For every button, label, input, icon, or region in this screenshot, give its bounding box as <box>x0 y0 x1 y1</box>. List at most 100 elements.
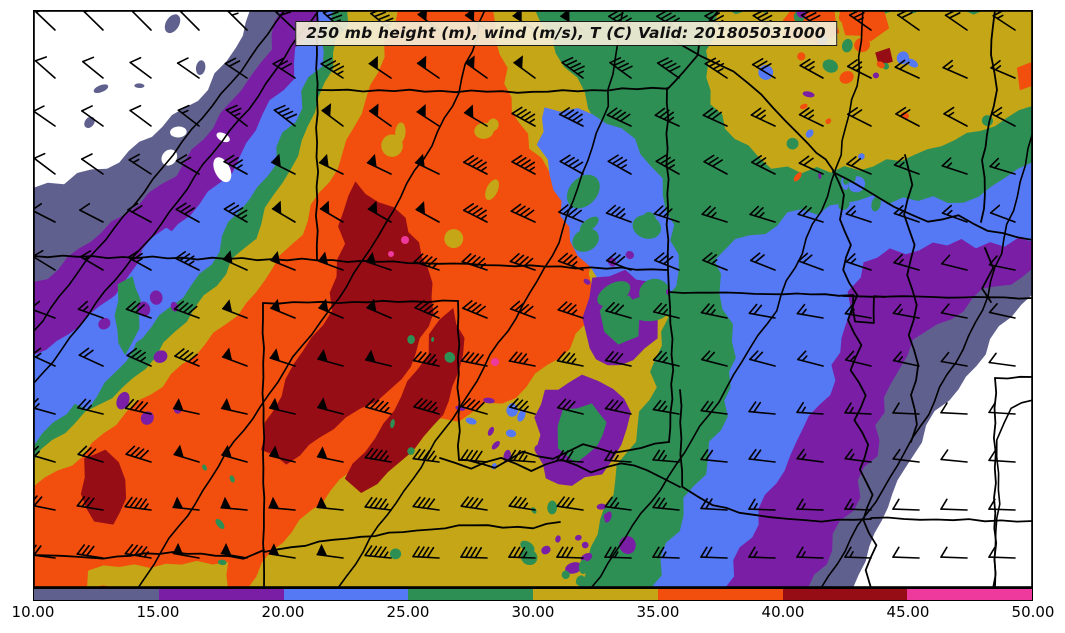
speck <box>444 351 456 363</box>
wind-barb <box>76 496 104 511</box>
wind-barb <box>318 153 344 175</box>
speck <box>137 301 151 317</box>
speck <box>483 397 495 404</box>
wind-barb <box>556 449 584 463</box>
wind-barb <box>78 347 104 367</box>
speck <box>529 185 539 199</box>
speck <box>858 153 865 160</box>
wind-barb <box>268 543 296 559</box>
border-upper-mississippi <box>672 39 834 171</box>
wind-barb <box>127 250 152 271</box>
wind-barb <box>798 107 824 127</box>
wind-barb <box>366 153 392 175</box>
speck <box>469 221 479 232</box>
wind-barb <box>893 253 920 271</box>
wind-barb <box>941 157 968 175</box>
wind-barb <box>655 154 680 175</box>
wind-barb <box>412 496 440 511</box>
border-tn-ms-al <box>994 375 1033 380</box>
wind-barb <box>558 107 584 127</box>
wind-barb <box>462 300 488 319</box>
speck <box>395 122 406 143</box>
wind-barb <box>798 155 824 175</box>
speck <box>134 83 145 89</box>
wind-barb <box>221 347 248 367</box>
specks-slate-specks-nw <box>84 14 206 128</box>
wind-barb <box>268 397 296 415</box>
wind-barb <box>463 104 488 127</box>
wind-barb <box>799 58 824 79</box>
speck <box>597 281 631 307</box>
border-arkansas-river <box>439 457 681 488</box>
speck <box>444 229 464 249</box>
border-wabash <box>980 10 998 223</box>
speck <box>505 429 517 438</box>
wind-barb <box>940 254 968 271</box>
speck <box>465 417 477 425</box>
wind-barb <box>129 104 152 127</box>
wind-barb <box>557 252 584 271</box>
speck <box>112 103 128 113</box>
wind-barb <box>604 546 632 559</box>
colorbar-tick-label: 15.00 <box>136 603 180 621</box>
wind-barb <box>556 398 584 415</box>
border-ne-ks <box>316 10 720 94</box>
wind-barb <box>652 497 680 511</box>
speck <box>871 196 881 212</box>
wind-barb <box>893 156 920 175</box>
wind-barb <box>271 200 296 223</box>
wind-barb <box>513 55 536 79</box>
colorbar-segment-darkred <box>782 589 908 600</box>
wind-barb <box>511 154 536 175</box>
wind-barb <box>604 399 632 415</box>
wind-barb <box>413 397 440 415</box>
speck <box>574 534 582 541</box>
speck <box>797 52 806 61</box>
speck <box>407 335 415 344</box>
wind-barb <box>79 250 104 271</box>
speck <box>818 172 822 179</box>
wind-barb <box>414 153 440 175</box>
speck <box>896 51 909 65</box>
border-la-ms <box>870 516 1033 523</box>
wind-barb <box>700 400 728 415</box>
wind-barb <box>508 546 536 559</box>
speck <box>575 575 585 586</box>
speck <box>116 391 130 410</box>
wind-barb <box>172 542 200 559</box>
map-title-box: 250 mb height (m), wind (m/s), T (C) Val… <box>295 21 837 46</box>
wind-barb <box>220 398 248 415</box>
border-tennessee-river-e <box>981 247 994 303</box>
colorbar-tick-labels: 10.00 15.00 20.00 25.00 30.00 35.00 40.00 45.00… <box>12 601 1055 625</box>
border-ohio-river <box>832 171 1033 241</box>
border-co-ks <box>315 10 319 261</box>
border-tx-w <box>261 302 266 588</box>
wind-barb <box>364 447 392 463</box>
wind-barb <box>845 205 872 223</box>
wind-barb <box>940 449 968 463</box>
wind-barb <box>460 449 488 463</box>
temp-blob-blue-intrusion-mid <box>536 107 679 306</box>
wind-barb <box>652 302 680 319</box>
border-mo-w <box>667 269 670 293</box>
wind-barb <box>317 348 344 367</box>
wind-barb <box>556 496 584 511</box>
specks-green-specks-bottomleft <box>202 464 402 566</box>
speck <box>217 559 227 566</box>
wind-barb <box>510 203 536 223</box>
wind-barb <box>79 202 104 223</box>
colorbar-segment-green <box>408 589 533 600</box>
wind-barb <box>223 154 248 175</box>
wind-barb <box>652 350 680 367</box>
temp-blob-green-core-mid-1 <box>557 403 607 464</box>
speck <box>149 290 163 305</box>
wind-barb <box>988 546 1016 559</box>
speck <box>580 553 593 562</box>
wind-barb <box>221 299 248 319</box>
wind-barb <box>268 496 296 511</box>
wind-barb <box>991 106 1016 127</box>
wind-barb <box>844 402 872 415</box>
colorbar <box>33 588 1033 601</box>
wind-barb <box>701 350 728 367</box>
wind-barb <box>940 498 968 511</box>
